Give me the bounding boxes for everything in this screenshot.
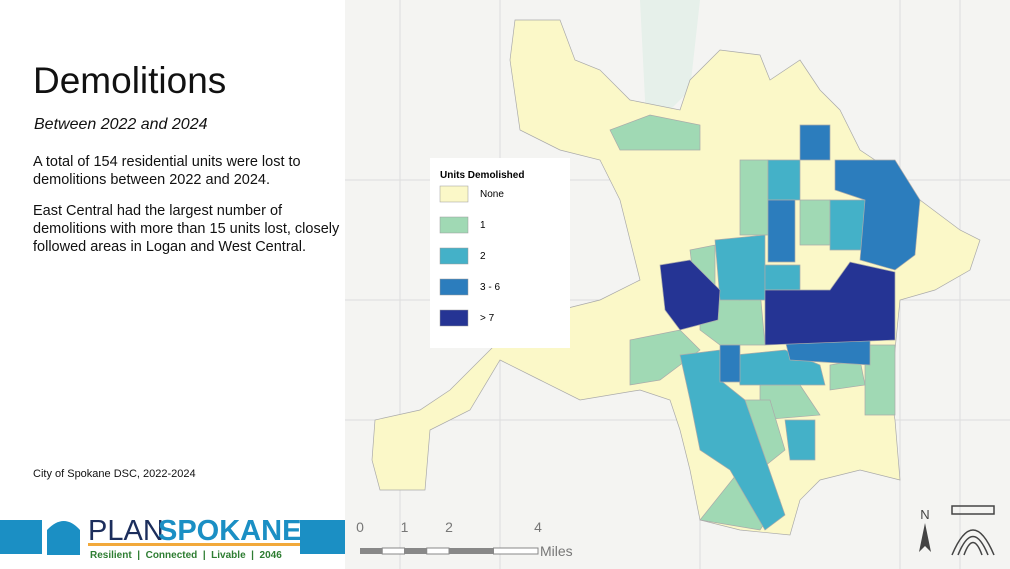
logo-rule (88, 543, 300, 546)
city-logo (951, 505, 995, 556)
logo-spokane: SPOKANE (158, 515, 301, 547)
scale-segment (404, 548, 427, 554)
legend-label: > 7 (480, 313, 495, 324)
paragraph: A total of 154 residential units were lo… (33, 154, 301, 188)
legend-label: 2 (480, 251, 486, 262)
legend: None 1 2 3 - 6 > 7 (439, 185, 504, 327)
scale-label: 2 (445, 519, 453, 535)
legend-label: None (480, 189, 504, 200)
scale-label: 0 (356, 519, 364, 535)
legend-label: 1 (480, 220, 486, 231)
scale-segment (426, 547, 450, 555)
logo-tagline: Resilient | Connected | Livable | 2046 (90, 550, 282, 561)
logo-box (44, 514, 300, 562)
logo-band (300, 520, 345, 554)
north-arrow (919, 523, 931, 552)
legend-title: Units Demolished (440, 170, 524, 181)
neighborhoods (371, 19, 981, 536)
scale-segment (449, 548, 494, 554)
legend-swatch (439, 185, 469, 203)
scale-bar: 0 1 2 4 (356, 519, 542, 555)
legend-swatch (439, 247, 469, 265)
legend-swatch (439, 309, 469, 327)
source: City of Spokane DSC, 2022-2024 (33, 468, 196, 480)
scale-segment (381, 547, 405, 555)
scale-segment (360, 548, 383, 554)
scale-label: 1 (401, 519, 409, 535)
scale-segment (493, 547, 539, 555)
logo-plan: PLAN (88, 515, 164, 547)
scale-unit: Miles (540, 543, 573, 559)
title: Demolitions (33, 60, 227, 101)
logo-band (0, 520, 42, 554)
legend-swatch (439, 278, 469, 296)
legend-label: 3 - 6 (480, 282, 500, 293)
paragraph: East Central had the largest number of d… (33, 203, 340, 255)
scale-label: 4 (534, 519, 542, 535)
subtitle: Between 2022 and 2024 (34, 116, 208, 133)
legend-swatch (439, 216, 469, 234)
logo-icon (47, 521, 80, 555)
north-label: N (920, 507, 929, 522)
